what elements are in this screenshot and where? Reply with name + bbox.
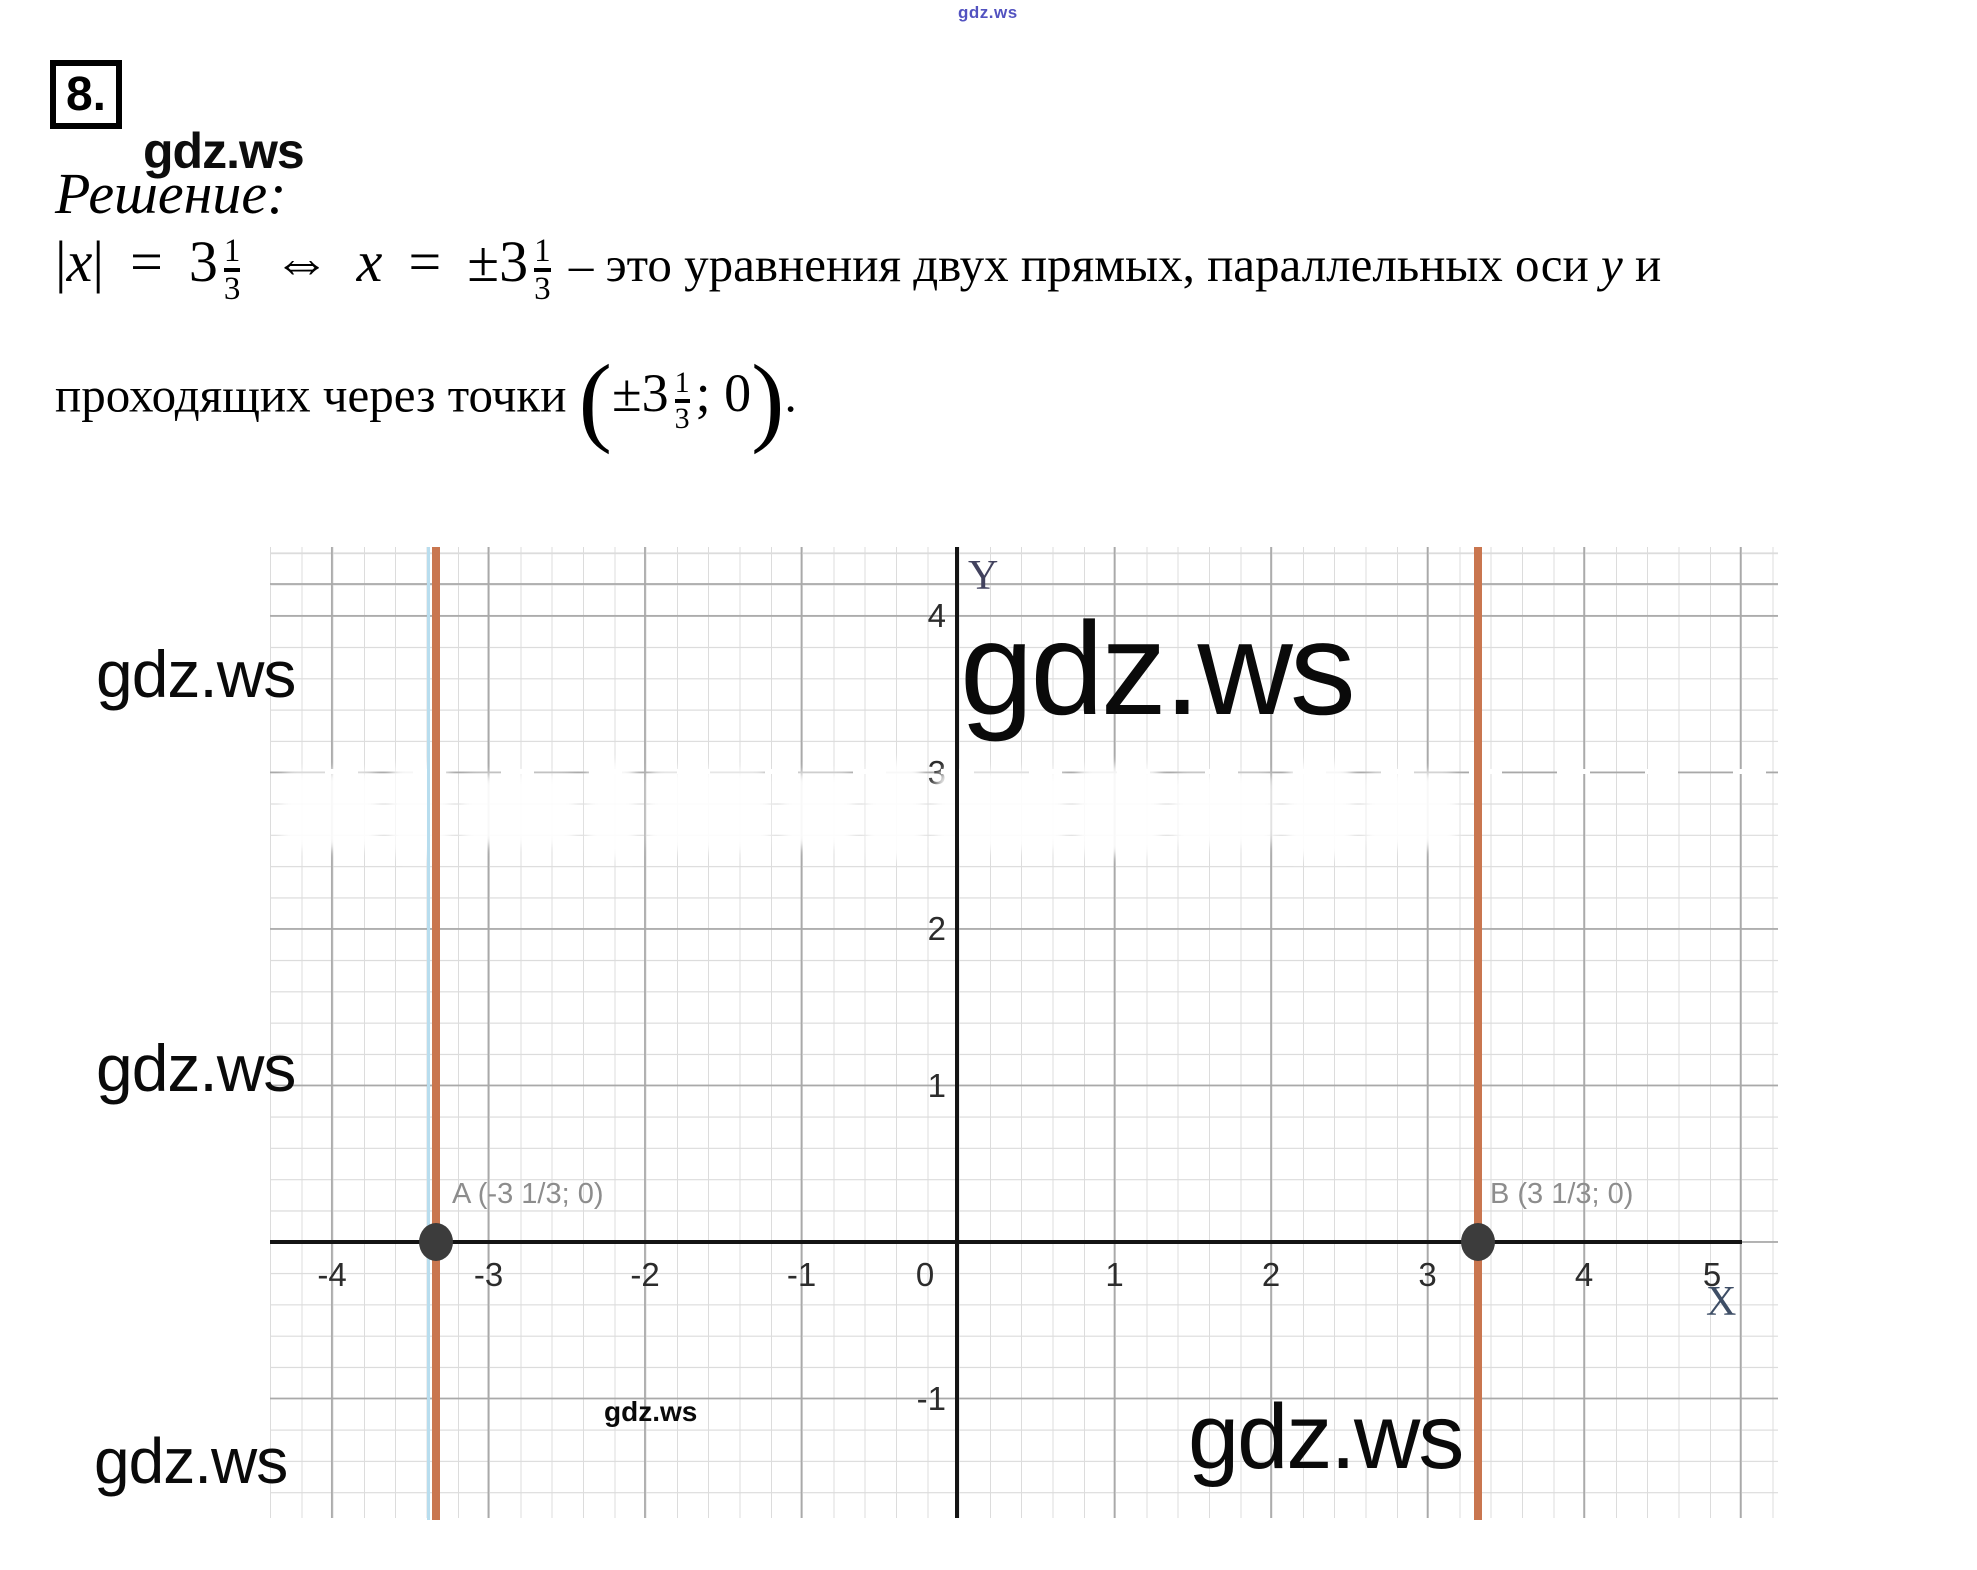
header-site-watermark: gdz.ws [143,123,305,179]
left-watermark-2: gdz.ws [96,1031,296,1105]
x-axis-label: X [1706,1279,1737,1325]
close-paren: ) [751,344,785,455]
y-tick-1: 1 [927,1066,946,1104]
x-tick-5: 5 [1702,1256,1722,1293]
y-axis-label: Y [968,553,999,599]
problem-number-box: 8. [50,60,122,129]
coordinate-grid [270,547,1778,1518]
point-a-marker [419,1223,453,1261]
plus-minus-sign: ± [467,229,500,294]
bottom-right-watermark: gdz.ws [1188,1386,1464,1488]
line1-text: – это уравнения двух прямых, параллельны… [568,237,1662,292]
equals-sign-2: = [408,229,442,294]
top-site-watermark: gdz.ws [958,3,1018,22]
x-axis-line [270,1240,1742,1244]
point-a-label: A (-3 1/3; 0) [452,1178,604,1210]
var-x: x [356,229,383,294]
whole-number-2: 3 [499,229,529,294]
line2-text: проходящих через точки [55,367,567,423]
ghost-blob [783,773,853,847]
ghost-blob [649,769,769,851]
ghost-blob [589,762,635,858]
ghost-watermark-band [282,750,1467,870]
solution-label: Решение: [55,161,287,226]
period: . [784,367,797,423]
iff-arrow: ⇔ [272,229,331,294]
abs-x-term: |x| [55,229,104,294]
open-paren: ( [578,344,612,455]
y-tick-4: 4 [927,597,946,634]
whole-number: 3 [188,229,218,294]
x-tick--2: -2 [630,1256,660,1293]
x-tick-3: 3 [1418,1256,1437,1293]
graph-watermark-big: gdz.ws [960,595,1356,742]
ghost-blob [1078,765,1160,855]
points-expression: ±3 1 3; 0 [611,363,752,435]
line-x-pos-3-1-3 [1474,547,1482,1520]
x-tick--1: -1 [786,1256,817,1293]
point-b-marker [1461,1223,1495,1261]
left-watermark-1: gdz.ws [96,637,296,711]
x-tick-0: 0 [915,1256,935,1293]
point-b-label: B (3 1/3; 0) [1490,1178,1634,1210]
equation-line-2: проходящих через точки (±3 1 3; 0). [55,350,797,450]
y-tick-2: 2 [927,910,946,947]
x-tick-1: 1 [1105,1256,1124,1293]
x-tick-4: 4 [1574,1256,1594,1293]
bottom-left-watermark: gdz.ws [94,1425,288,1497]
ghost-blob [463,775,575,845]
line-x-neg-3-1-3-highlight [427,547,430,1520]
y-tick--1: -1 [916,1379,946,1417]
y-axis-line [955,547,959,1518]
equals-sign: = [130,229,163,294]
x-tick--4: -4 [317,1256,347,1293]
ghost-blob [1174,774,1274,846]
var-y: y [1601,237,1623,292]
ghost-blob [1366,772,1456,848]
line-x-neg-3-1-3 [432,547,440,1520]
x-tick-2: 2 [1261,1256,1281,1293]
equation-line-1: |x| = 3 1 3 ⇔ x = ±3 1 3 – это уравнения двух прям… [55,228,1661,307]
ghost-blob [867,761,922,859]
ghost-blob [282,771,377,849]
graph-watermark-small: gdz.ws [604,1396,698,1427]
ghost-blob [1288,763,1352,857]
x-tick--3: -3 [473,1256,504,1293]
ghost-blob [391,764,449,856]
